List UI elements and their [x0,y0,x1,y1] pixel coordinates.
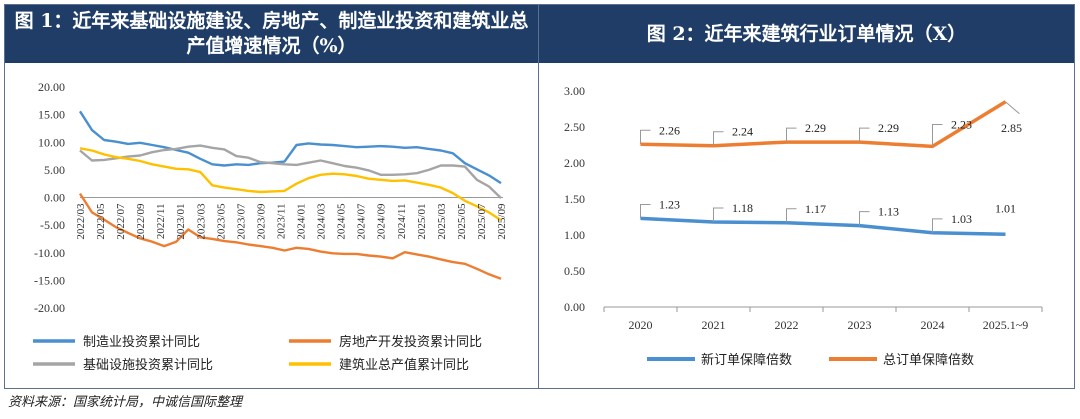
x-tick-label: 2023/09 [255,203,267,240]
y-tick-label: 1.00 [564,228,585,242]
data-label-leader [932,218,943,233]
data-label: 2.24 [732,125,753,139]
x-tick-label: 2023/11 [275,204,287,240]
data-label-leader [713,207,724,223]
y-tick-label: 3.00 [564,84,585,98]
x-tick-label: 2023/05 [215,203,227,240]
data-label-leader [786,208,797,223]
y-tick-label: 1.50 [564,192,585,206]
x-tick-label: 2025/09 [496,203,508,240]
data-label-leader [932,123,943,147]
right-chart: 3.00 2.50 2.00 1.50 1.00 0.50 0.00 2020 2021 2022… [564,84,1043,367]
data-label: 2.26 [659,123,680,137]
x-tick-label: 2021 [702,318,726,332]
y-tick-label: -10.00 [34,246,65,260]
x-tick-label: 2024/09 [376,203,388,240]
series-line-0 [640,216,1006,237]
right-panel: 图 2：近年来建筑行业订单情况（X） 3.00 2.50 2.00 1.50 1.00 0… [539,5,1074,388]
x-tick-label: 2024/01 [296,204,308,240]
x-tick-label: 2023 [848,318,872,332]
y-tick-label: -15.00 [34,273,65,287]
y-tick-label: 20.00 [38,80,65,94]
data-label: 2.23 [951,117,972,131]
data-label: 1.18 [732,201,753,215]
y-tick-label: 5.00 [44,163,65,177]
y-tick-label: 2.50 [564,120,585,134]
data-label: 1.23 [659,197,680,211]
data-label-leader [1005,101,1020,115]
series-line-1 [640,100,1007,149]
panel-divider [538,5,539,388]
data-label-leader [786,127,797,143]
legend-label-1: 房地产开发投资累计同比 [339,334,482,349]
left-panel: 图 1：近年来基础设施建设、房地产、制造业投资和建筑业总产值增速情况（%） 20… [5,5,538,388]
right-chart-title: 图 2：近年来建筑行业订单情况（X） [539,5,1074,63]
x-tick-label: 2022/09 [135,203,147,240]
x-tick-label: 2025.1~9 [983,318,1029,332]
x-tick-label: 2022/11 [155,204,167,240]
data-label: 1.03 [951,212,972,226]
x-tick-label: 2025/05 [456,203,468,240]
data-label: 2.29 [805,121,826,135]
y-tick-label: -20.00 [34,301,65,315]
left-chart-title: 图 1：近年来基础设施建设、房地产、制造业投资和建筑业总产值增速情况（%） [5,5,538,63]
figure-frame: 图 1：近年来基础设施建设、房地产、制造业投资和建筑业总产值增速情况（%） 20… [4,4,1075,389]
y-tick-label: 0.50 [564,264,585,278]
legend-label-2: 基础设施投资累计同比 [83,357,213,372]
data-label: 1.17 [805,202,826,216]
series-line-1 [78,192,502,280]
data-label-leader [859,127,870,143]
series-line-3 [79,147,502,222]
legend-label-3: 建筑业总产值累计同比 [339,357,469,372]
data-label: 1.13 [878,205,899,219]
x-tick-label: 2023/01 [175,204,187,240]
x-tick-label: 2025/07 [476,203,488,240]
data-label: 2.85 [1001,121,1022,135]
y-tick-label: 0.00 [564,300,585,314]
series-line-2 [79,144,502,199]
x-tick-label: 2024/07 [356,203,368,240]
data-label-leader [640,129,651,145]
x-tick-label: 2024/11 [396,204,408,240]
data-label: 2.29 [878,121,899,135]
x-tick-label: 2025/03 [436,203,448,240]
legend-label-1: 总订单保障倍数 [883,352,974,367]
x-tick-label: 2020 [629,318,653,332]
source-note: 资料来源：国家统计局，中诚信国际整理 [8,395,243,410]
legend-label-0: 新订单保障倍数 [701,352,792,367]
x-tick-label: 2024/03 [316,203,328,240]
x-tick-label: 2022/07 [115,203,127,240]
y-tick-label: 10.00 [38,135,65,149]
x-tick-label: 2022/05 [95,203,107,240]
data-label-leader [859,211,870,226]
y-tick-label: 2.00 [564,156,585,170]
data-label-leader [713,131,724,146]
x-tick-label: 2024 [921,318,945,332]
y-tick-label: -5.00 [40,218,65,232]
left-chart: 20.00 15.00 10.00 5.00 0.00 -5.00 -10.00 -15.00… [33,80,508,372]
legend-label-0: 制造业投资累计同比 [83,334,200,349]
series-line-0 [78,110,502,185]
y-tick-label: 15.00 [38,108,65,122]
x-tick-label: 2022 [775,318,799,332]
x-tick-label: 2022/03 [75,203,87,240]
x-tick-label: 2023/07 [235,203,247,240]
x-tick-label: 2023/03 [195,203,207,240]
data-label-leader [640,203,651,219]
data-label: 1.01 [995,201,1016,215]
y-tick-label: 0.00 [44,191,65,205]
x-tick-label: 2025/01 [416,204,428,240]
x-tick-label: 2024/05 [336,203,348,240]
